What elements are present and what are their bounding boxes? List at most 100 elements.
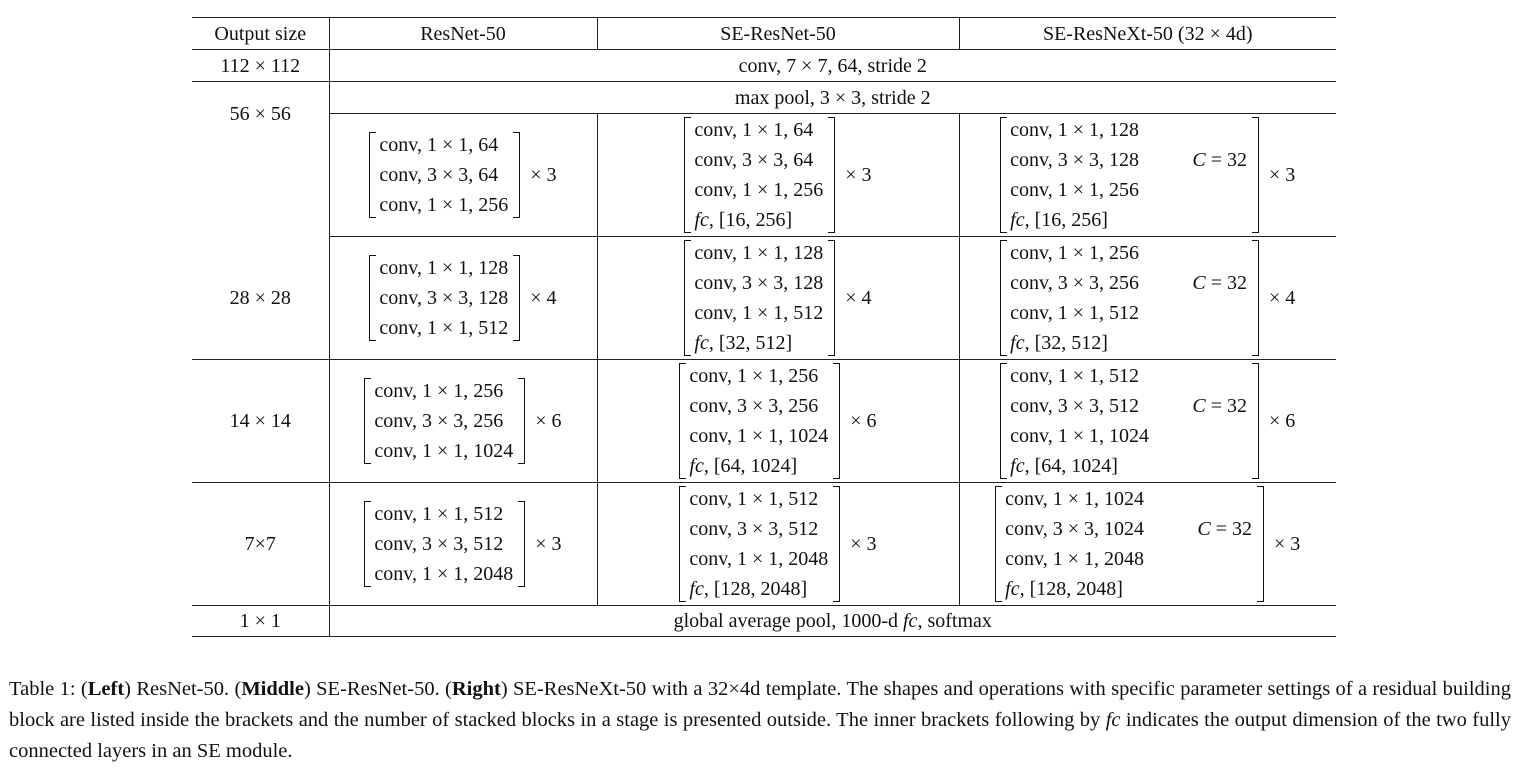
- caption-text-3: ) SE-ResNeXt-50 with a 32×4d template. T…: [9, 678, 1511, 731]
- header-se-resnet50: SE-ResNet-50: [597, 17, 960, 50]
- architecture-table: Output size ResNet-50 SE-ResNet-50 SE-Re…: [192, 17, 1336, 637]
- se-resnet-block: conv, 1 × 1, 512 conv, 3 × 3, 512 conv, 1 …: [679, 484, 877, 604]
- cardinality-label: C = 32: [1192, 149, 1248, 171]
- resnet-line: conv, 3 × 3, 256: [374, 410, 504, 432]
- se-resnet-line: conv, 1 × 1, 64: [694, 119, 814, 141]
- final-size: 1 × 1: [192, 605, 330, 637]
- pool-size: 56 × 56: [192, 81, 330, 237]
- se-resnext-repeat: × 6: [1269, 410, 1296, 432]
- resnet-line: conv, 1 × 1, 128: [379, 257, 509, 279]
- caption-text-2: ) SE-ResNet-50. (: [303, 678, 452, 700]
- stage-cell: conv, 1 × 1, 512 conv, 3 × 3, 512 conv, 1 …: [597, 482, 960, 606]
- se-resnet-line: fc, [128, 2048]: [689, 578, 808, 600]
- se-resnext-line: conv, 1 × 1, 1024: [1005, 488, 1145, 510]
- stage-size: 28 × 28: [192, 236, 330, 360]
- pool-size-label: 56 × 56: [229, 103, 291, 126]
- se-resnet-bracket: conv, 1 × 1, 256 conv, 3 × 3, 256 conv, 1 …: [679, 361, 841, 481]
- resnet-line: conv, 1 × 1, 2048: [374, 563, 514, 585]
- caption-left: Left: [87, 678, 125, 700]
- pool-layer: max pool, 3 × 3, stride 2: [329, 81, 1336, 114]
- caption-fc: fc: [1105, 709, 1121, 731]
- resnet-repeat: × 3: [530, 164, 557, 186]
- stage-size: 7×7: [192, 482, 330, 606]
- se-resnext-block: conv, 1 × 1, 256 conv, 3 × 3, 256 C = 32 co…: [1000, 238, 1295, 358]
- se-resnext-line: fc, [64, 1024]: [1010, 455, 1118, 477]
- se-resnext-line: conv, 1 × 1, 512: [1010, 302, 1140, 324]
- se-resnext-line: conv, 1 × 1, 256: [1010, 179, 1140, 201]
- cardinality-label: C = 32: [1197, 518, 1253, 540]
- caption-text-4: indicates the output dimension of the tw…: [9, 709, 1511, 762]
- resnet-bracket: conv, 1 × 1, 512 conv, 3 × 3, 512 conv, 1 …: [364, 499, 526, 589]
- resnet-repeat: × 3: [535, 533, 562, 555]
- stage-cell: conv, 1 × 1, 128 conv, 3 × 3, 128 conv, 1 …: [329, 236, 598, 360]
- se-resnet-repeat: × 4: [845, 287, 872, 309]
- se-resnet-block: conv, 1 × 1, 128 conv, 3 × 3, 128 conv, 1 …: [684, 238, 872, 358]
- conv1-size: 112 × 112: [192, 49, 330, 82]
- se-resnet-block: conv, 1 × 1, 64 conv, 3 × 3, 64 conv, 1 × …: [684, 115, 872, 235]
- se-resnext-line: conv, 3 × 3, 1024 C = 32: [1005, 514, 1252, 544]
- resnet-block: conv, 1 × 1, 64 conv, 3 × 3, 64 conv, 1 × …: [369, 130, 557, 220]
- header-row: Output size ResNet-50 SE-ResNet-50 SE-Re…: [192, 17, 1336, 50]
- resnet-line: conv, 1 × 1, 64: [379, 134, 499, 156]
- conv1-layer: conv, 7 × 7, 64, stride 2: [329, 49, 1336, 82]
- se-resnet-line: conv, 1 × 1, 256: [694, 179, 824, 201]
- se-resnext-line: conv, 3 × 3, 128 C = 32: [1010, 145, 1247, 175]
- resnet-line: conv, 1 × 1, 512: [374, 503, 504, 525]
- stage-size: 14 × 14: [192, 359, 330, 483]
- caption-middle: Middle: [241, 678, 304, 700]
- se-resnext-line: fc, [128, 2048]: [1005, 578, 1123, 600]
- se-resnext-bracket: conv, 1 × 1, 128 conv, 3 × 3, 128 C = 32 co…: [1000, 115, 1259, 235]
- final-layer-text: global average pool, 1000-d fc, softmax: [673, 610, 992, 632]
- stage-cell: conv, 1 × 1, 256 conv, 3 × 3, 256 conv, 1 …: [597, 359, 960, 483]
- se-resnet-bracket: conv, 1 × 1, 128 conv, 3 × 3, 128 conv, 1 …: [684, 238, 836, 358]
- resnet-line: conv, 3 × 3, 128: [379, 287, 509, 309]
- resnet-repeat: × 6: [535, 410, 562, 432]
- se-resnet-bracket: conv, 1 × 1, 512 conv, 3 × 3, 512 conv, 1 …: [679, 484, 841, 604]
- se-resnext-block: conv, 1 × 1, 128 conv, 3 × 3, 128 C = 32 co…: [1000, 115, 1295, 235]
- resnet-block: conv, 1 × 1, 256 conv, 3 × 3, 256 conv, 1 …: [364, 376, 562, 466]
- resnet-block: conv, 1 × 1, 512 conv, 3 × 3, 512 conv, 1 …: [364, 499, 562, 589]
- se-resnext-line: conv, 3 × 3, 512 C = 32: [1010, 391, 1247, 421]
- conv1-row: 112 × 112 conv, 7 × 7, 64, stride 2: [192, 49, 1336, 82]
- se-resnet-repeat: × 3: [850, 533, 877, 555]
- se-resnet-repeat: × 3: [845, 164, 872, 186]
- caption-right: Right: [451, 678, 501, 700]
- resnet-bracket: conv, 1 × 1, 64 conv, 3 × 3, 64 conv, 1 × …: [369, 130, 521, 220]
- se-resnext-line: fc, [32, 512]: [1010, 332, 1108, 354]
- se-resnext-repeat: × 3: [1269, 164, 1296, 186]
- se-resnet-repeat: × 6: [850, 410, 877, 432]
- resnet-line: conv, 3 × 3, 64: [379, 164, 499, 186]
- se-resnet-line: conv, 1 × 1, 2048: [689, 548, 829, 570]
- se-resnet-line: fc, [64, 1024]: [689, 455, 798, 477]
- stage-cell: conv, 1 × 1, 64 conv, 3 × 3, 64 conv, 1 × …: [329, 113, 598, 237]
- se-resnext-block: conv, 1 × 1, 512 conv, 3 × 3, 512 C = 32 co…: [1000, 361, 1295, 481]
- resnet-line: conv, 3 × 3, 512: [374, 533, 504, 555]
- se-resnext-line: fc, [16, 256]: [1010, 209, 1108, 231]
- pool-row: 56 × 56 max pool, 3 × 3, stride 2: [192, 81, 1336, 237]
- se-resnext-line: conv, 1 × 1, 512: [1010, 365, 1140, 387]
- header-se-resnext50: SE-ResNeXt-50 (32 × 4d): [959, 17, 1336, 50]
- stage-cell: conv, 1 × 1, 256 conv, 3 × 3, 256 C = 32 co…: [959, 236, 1336, 360]
- stage-cell: conv, 1 × 1, 512 conv, 3 × 3, 512 conv, 1 …: [329, 482, 598, 606]
- se-resnext-line: conv, 3 × 3, 256 C = 32: [1010, 268, 1247, 298]
- se-resnet-line: conv, 3 × 3, 64: [694, 149, 814, 171]
- resnet-bracket: conv, 1 × 1, 256 conv, 3 × 3, 256 conv, 1 …: [364, 376, 526, 466]
- se-resnext-bracket: conv, 1 × 1, 1024 conv, 3 × 3, 1024 C = 32…: [995, 484, 1264, 604]
- cardinality-label: C = 32: [1192, 395, 1248, 417]
- se-resnext-line: conv, 1 × 1, 2048: [1005, 548, 1145, 570]
- caption-text-1: ) ResNet-50. (: [124, 678, 242, 700]
- stage-cell: conv, 1 × 1, 64 conv, 3 × 3, 64 conv, 1 × …: [597, 113, 960, 237]
- se-resnet-line: conv, 1 × 1, 128: [694, 242, 824, 264]
- resnet-line: conv, 1 × 1, 1024: [374, 440, 514, 462]
- se-resnext-repeat: × 3: [1274, 533, 1301, 555]
- se-resnet-line: conv, 3 × 3, 128: [694, 272, 824, 294]
- se-resnet-block: conv, 1 × 1, 256 conv, 3 × 3, 256 conv, 1 …: [679, 361, 877, 481]
- se-resnext-repeat: × 4: [1269, 287, 1296, 309]
- stage-row: 28 × 28 conv, 1 × 1, 128 conv, 3 × 3, 128 c…: [192, 236, 1336, 360]
- caption-label: Table 1: (: [9, 678, 88, 700]
- se-resnet-line: conv, 1 × 1, 1024: [689, 425, 829, 447]
- se-resnet-bracket: conv, 1 × 1, 64 conv, 3 × 3, 64 conv, 1 × …: [684, 115, 836, 235]
- resnet-block: conv, 1 × 1, 128 conv, 3 × 3, 128 conv, 1 …: [369, 253, 557, 343]
- se-resnet-line: conv, 3 × 3, 256: [689, 395, 819, 417]
- se-resnext-line: conv, 1 × 1, 1024: [1010, 425, 1150, 447]
